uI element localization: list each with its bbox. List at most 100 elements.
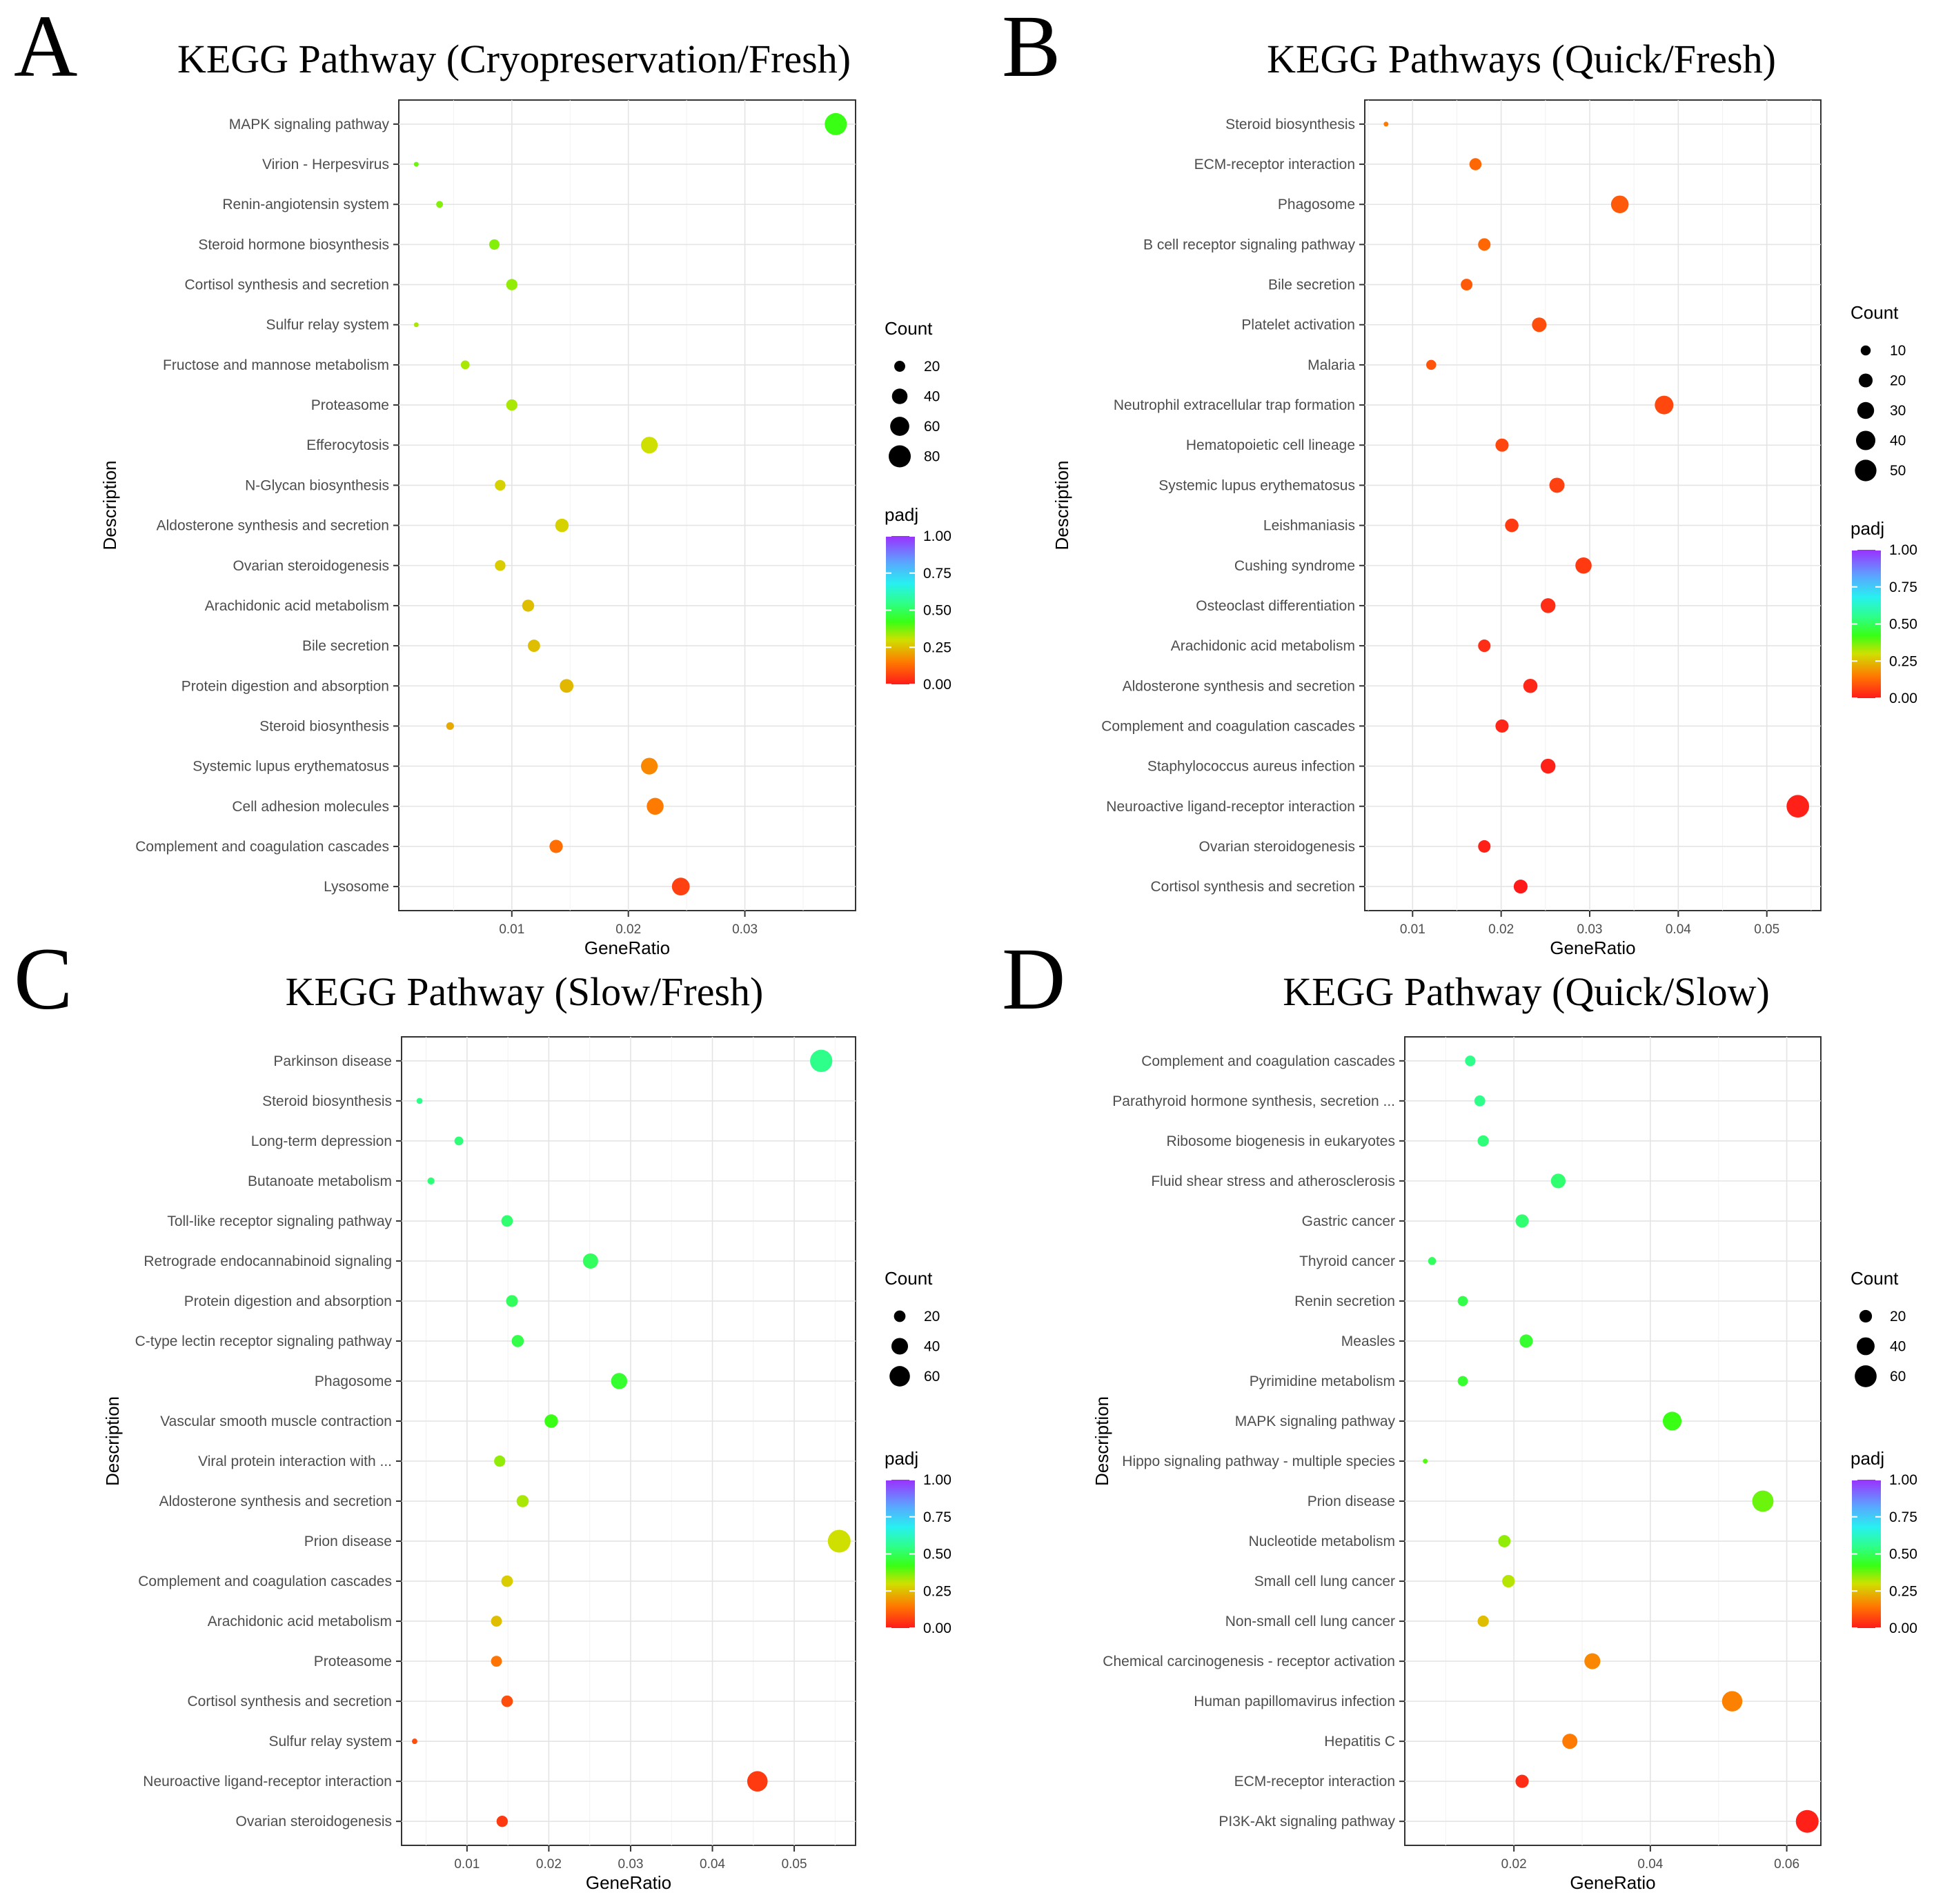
- panel-D-category-label: Prion disease: [1308, 1494, 1395, 1509]
- panel-C-size-legend: Count 20 40 60: [885, 1268, 940, 1387]
- panel-C-xtick-label: 0.04: [700, 1857, 725, 1872]
- panel-B-point: [1478, 840, 1491, 853]
- panel-D-colorbar-label: 0.75: [1889, 1509, 1917, 1525]
- panel-D-point: [1477, 1615, 1489, 1627]
- panel-A-color-legend-title: padj: [885, 504, 918, 525]
- panel-C-colorbar-label: 0.75: [923, 1509, 951, 1525]
- panel-B-category-label: Ovarian steroidogenesis: [1199, 839, 1355, 855]
- panel-A-point: [506, 399, 517, 411]
- panel-D-ylabel: Description: [1092, 1396, 1112, 1486]
- panel-D-point: [1795, 1809, 1819, 1833]
- panel-B-size-legend-key: [1857, 401, 1875, 419]
- panel-A-size-legend-title: Count: [885, 318, 933, 339]
- panel-C-plot-area: [401, 1036, 856, 1846]
- panel-A-category-label: Renin-angiotensin system: [222, 197, 389, 212]
- panel-C-size-legend-label: 60: [924, 1369, 940, 1385]
- panel-A-color-legend: padj 1.00 0.75 0.50 0.25 0.00: [885, 504, 951, 693]
- panel-D-xtick-label: 0.06: [1774, 1857, 1799, 1872]
- panel-C-size-legend-key: [891, 1338, 909, 1355]
- panel-C-category-label: Cortisol synthesis and secretion: [188, 1694, 392, 1709]
- panel-A-category-label: Virion - Herpesvirus: [262, 157, 389, 172]
- panel-A-category-label: Steroid biosynthesis: [259, 718, 389, 734]
- panel-A-category-label: Systemic lupus erythematosus: [193, 759, 389, 775]
- panel-B-category-label: B cell receptor signaling pathway: [1143, 237, 1356, 252]
- panel-C-category-label: Aldosterone synthesis and secretion: [159, 1494, 392, 1509]
- panel-B-point: [1478, 639, 1491, 653]
- panel-A-category-label: N-Glycan biosynthesis: [245, 477, 389, 493]
- panel-D-letter: D: [1002, 930, 1065, 1028]
- panel-B-category-label: Arachidonic acid metabolism: [1171, 638, 1355, 654]
- panel-B-point: [1549, 477, 1565, 493]
- panel-C-colorbar-label: 0.25: [923, 1583, 951, 1599]
- panel-D-category-label: Small cell lung cancer: [1254, 1574, 1395, 1589]
- panel-B-point: [1523, 678, 1538, 693]
- panel-A-xlabel: GeneRatio: [584, 938, 670, 958]
- panel-C-color-legend: padj 1.00 0.75 0.50 0.25 0.00: [885, 1448, 951, 1636]
- panel-C-point: [582, 1253, 598, 1269]
- panel-D-plot-area: [1404, 1036, 1822, 1846]
- panel-D-point: [1515, 1774, 1529, 1788]
- panel-A-category-label: Sulfur relay system: [266, 317, 389, 333]
- panel-D-point: [1474, 1095, 1486, 1107]
- panel-B-xtick-label: 0.05: [1754, 922, 1779, 937]
- panel-D-category-label: Parathyroid hormone synthesis, secretion…: [1112, 1093, 1395, 1109]
- panel-C-size-legend-key: [894, 1310, 906, 1322]
- panel-D-size-legend-label: 20: [1890, 1309, 1906, 1325]
- panel-A-category-label: Cell adhesion molecules: [232, 799, 389, 815]
- panel-B-category-label: Cushing syndrome: [1234, 558, 1355, 574]
- panel-D-category-label: Ribosome biogenesis in eukaryotes: [1166, 1133, 1395, 1149]
- panel-C-category-label: Vascular smooth muscle contraction: [160, 1414, 392, 1429]
- panel-B-letter: B: [1002, 0, 1060, 95]
- panel-A-colorbar-label: 0.50: [923, 603, 951, 619]
- panel-A-point: [489, 239, 500, 250]
- panel-D-category-label: Measles: [1341, 1333, 1395, 1349]
- panel-B-ylabel: Description: [1052, 460, 1072, 550]
- panel-B-category-label: Complement and coagulation cascades: [1101, 718, 1355, 734]
- panel-A-colorbar-label: 1.00: [923, 528, 951, 544]
- panel-C-category-label: Neuroactive ligand-receptor interaction: [143, 1774, 392, 1789]
- panel-C-point: [416, 1098, 423, 1104]
- panel-D-point: [1662, 1411, 1682, 1431]
- panel-D-point: [1515, 1214, 1529, 1228]
- panel-A-point: [446, 722, 454, 731]
- panel-D-color-legend-title: padj: [1851, 1448, 1884, 1469]
- panel-B-point: [1575, 557, 1592, 574]
- panel-B-xtick-label: 0.03: [1577, 922, 1603, 937]
- panel-C-category-label: Protein digestion and absorption: [184, 1293, 392, 1309]
- panel-C-xtick-label: 0.03: [618, 1857, 643, 1872]
- panel-B-size-legend-key: [1855, 430, 1876, 450]
- panel-B-category-label: Staphylococcus aureus infection: [1147, 759, 1355, 775]
- panel-B-size-legend-key: [1860, 345, 1871, 356]
- panel-B-size-legend: Count 10 20 30 40 50: [1851, 302, 1906, 482]
- panel-A-colorbar-label: 0.00: [923, 677, 951, 693]
- panel-C-category-label: Steroid biosynthesis: [262, 1093, 392, 1109]
- panel-D-point: [1550, 1173, 1566, 1189]
- panel-D-point: [1457, 1376, 1468, 1387]
- panel-C-color-legend-title: padj: [885, 1448, 918, 1469]
- panel-D-category-label: Nucleotide metabolism: [1249, 1534, 1395, 1549]
- panel-B-colorbar-label: 0.00: [1889, 691, 1917, 706]
- panel-D-point: [1498, 1535, 1511, 1547]
- panel-D-colorbar-label: 0.00: [1889, 1620, 1917, 1636]
- panel-B-point: [1495, 438, 1509, 452]
- panel-A-point: [436, 201, 444, 208]
- panel-B-category-label: Platelet activation: [1241, 317, 1355, 333]
- panel-A-point: [413, 161, 419, 167]
- panel-A-point: [549, 840, 563, 853]
- panel-C-category-label: Toll-like receptor signaling pathway: [167, 1213, 392, 1229]
- panel-B-category-label: Aldosterone synthesis and secretion: [1123, 678, 1355, 694]
- panel-B-category-label: Osteoclast differentiation: [1196, 598, 1355, 614]
- panel-A-point: [495, 560, 506, 571]
- panel-D-point: [1584, 1653, 1601, 1669]
- panel-C-category-label: Long-term depression: [251, 1133, 392, 1149]
- panel-D-point: [1721, 1691, 1743, 1712]
- panel-D-category-label: Fluid shear stress and atherosclerosis: [1151, 1173, 1395, 1189]
- panel-D-category-label: Chemical carcinogenesis - receptor activ…: [1103, 1654, 1395, 1669]
- panel-C-point: [511, 1335, 524, 1347]
- panel-A-plot-area: [398, 99, 856, 911]
- panel-A-point: [671, 877, 690, 895]
- panel-C-point: [516, 1495, 529, 1507]
- panel-B-size-legend-key: [1855, 459, 1877, 482]
- panel-B-point: [1610, 195, 1629, 214]
- panel-B-colorbar-label: 0.75: [1889, 579, 1917, 595]
